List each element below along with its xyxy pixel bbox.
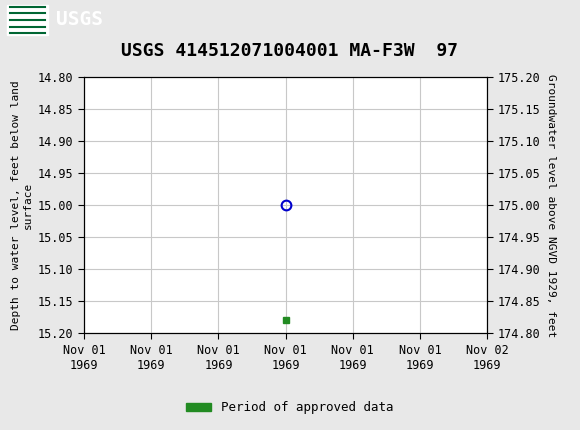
Legend: Period of approved data: Period of approved data [181,396,399,419]
Y-axis label: Groundwater level above NGVD 1929, feet: Groundwater level above NGVD 1929, feet [546,74,556,337]
FancyBboxPatch shape [7,5,48,35]
Text: USGS: USGS [56,10,103,30]
Y-axis label: Depth to water level, feet below land
surface: Depth to water level, feet below land su… [11,80,32,330]
Text: USGS 414512071004001 MA-F3W  97: USGS 414512071004001 MA-F3W 97 [121,42,459,60]
